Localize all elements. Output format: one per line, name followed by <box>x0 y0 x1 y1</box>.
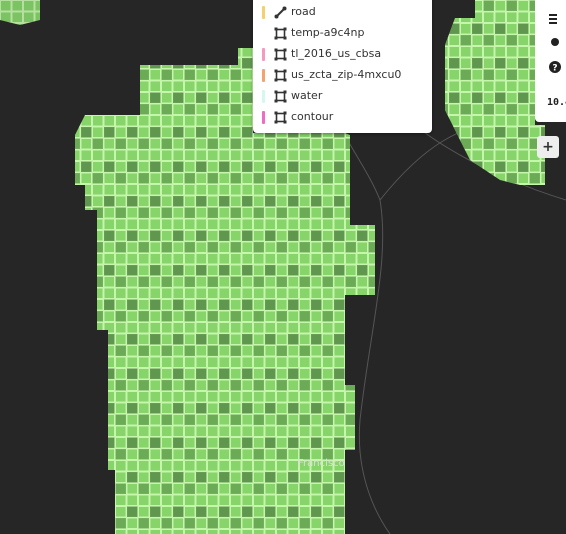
layer-item[interactable]: temp-a9c4np <box>253 23 432 44</box>
place-label: Francisco <box>298 458 345 469</box>
layer-item[interactable]: contour <box>253 107 432 128</box>
layer-panel: road temp-a9c4np tl_2016_us_cbsa us_zcta_zi… <box>253 0 432 133</box>
toolbar: ? 10.4 <box>535 0 566 122</box>
layer-icon <box>274 90 287 103</box>
layer-name: contour <box>291 110 334 123</box>
svg-text:?: ? <box>552 64 557 74</box>
layer-icon <box>274 69 287 82</box>
toolbar-icons: ? <box>549 14 561 74</box>
layer-icon <box>274 27 287 40</box>
layer-item[interactable]: water <box>253 86 432 107</box>
layer-color <box>262 6 265 19</box>
layer-icon <box>274 6 287 19</box>
layer-name: us_zcta_zip-4mxcu0 <box>291 68 402 81</box>
layer-icon <box>274 111 287 124</box>
layer-name: temp-a9c4np <box>291 26 365 39</box>
zoom-level: 10.4 <box>547 97 566 108</box>
layer-name: road <box>291 5 316 18</box>
layer-item[interactable]: us_zcta_zip-4mxcu0 <box>253 65 432 86</box>
layer-color <box>262 48 265 61</box>
zip-cells <box>0 0 545 534</box>
layer-name: water <box>291 89 323 102</box>
layer-icon <box>274 48 287 61</box>
layer-name: tl_2016_us_cbsa <box>291 47 382 60</box>
layer-item[interactable]: tl_2016_us_cbsa <box>253 44 432 65</box>
layer-item[interactable]: road <box>253 2 432 23</box>
layer-color <box>262 90 265 103</box>
layer-color <box>262 69 265 82</box>
layer-color <box>262 111 265 124</box>
zoom-in-button[interactable]: + <box>537 136 559 158</box>
